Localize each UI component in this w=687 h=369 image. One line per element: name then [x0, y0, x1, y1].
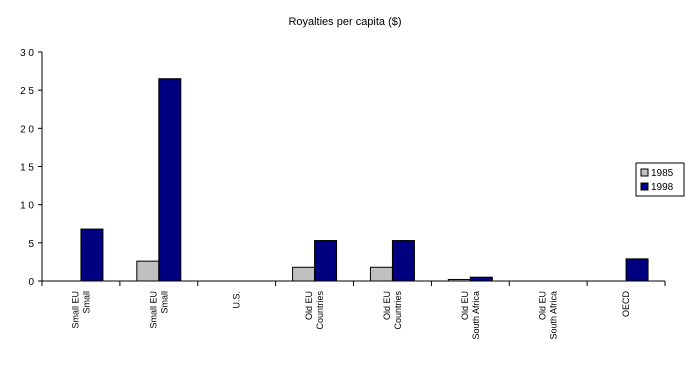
category-label: U.S.: [232, 291, 242, 309]
category-label-line: Small: [159, 291, 169, 314]
category-label: Old EU South Africa: [460, 291, 481, 340]
category-label: Small EU Small: [70, 291, 91, 329]
legend-label-1998: 1998: [651, 182, 674, 193]
category-label: Old EU Countries: [382, 291, 403, 330]
category-label-line: Small EU: [148, 291, 158, 329]
category-label-line: Small EU: [70, 291, 80, 329]
y-tick-label: 2 0: [20, 124, 34, 135]
category-label: Small EU Small: [148, 291, 169, 329]
legend-swatch-1998: [640, 182, 649, 191]
bar-1998: [469, 276, 493, 282]
category-label-line: U.S.: [232, 291, 242, 309]
y-tick-label: 0: [28, 277, 34, 288]
bar-1998: [158, 78, 182, 282]
legend-swatch-1985: [640, 168, 649, 177]
bar-1985: [292, 266, 316, 282]
category-label-line: OECD: [621, 291, 631, 318]
bar-1985: [447, 278, 471, 282]
category-label-line: South Africa: [549, 291, 559, 340]
category-label-line: Old EU: [304, 291, 314, 320]
bar-1985: [136, 260, 160, 282]
bar-1998: [391, 240, 415, 282]
y-tick-label: 2 5: [20, 86, 34, 97]
y-tick-label: 5: [28, 239, 34, 250]
bar-1985: [369, 266, 393, 282]
category-label: Old EU Countries: [304, 291, 325, 330]
category-label: Old EU South Africa: [538, 291, 559, 340]
legend-label-1985: 1985: [651, 168, 674, 179]
bar-1998: [80, 228, 104, 282]
chart-title: Royalties per capita ($): [288, 16, 401, 28]
y-tick-label: 1 0: [20, 201, 34, 212]
category-label: OECD: [621, 291, 631, 318]
category-label-line: Countries: [393, 291, 403, 330]
category-label-line: Old EU: [460, 291, 470, 320]
category-label-line: Old EU: [382, 291, 392, 320]
category-label-line: Old EU: [538, 291, 548, 320]
legend: 1985 1998: [635, 162, 685, 197]
category-label-line: Small: [81, 291, 91, 314]
y-tick-label: 1 5: [20, 163, 34, 174]
category-label-line: Countries: [315, 291, 325, 330]
category-label-line: South Africa: [471, 291, 481, 340]
bar-1998: [314, 240, 338, 282]
y-tick-label: 3 0: [20, 48, 34, 59]
bar-1998: [625, 258, 649, 282]
